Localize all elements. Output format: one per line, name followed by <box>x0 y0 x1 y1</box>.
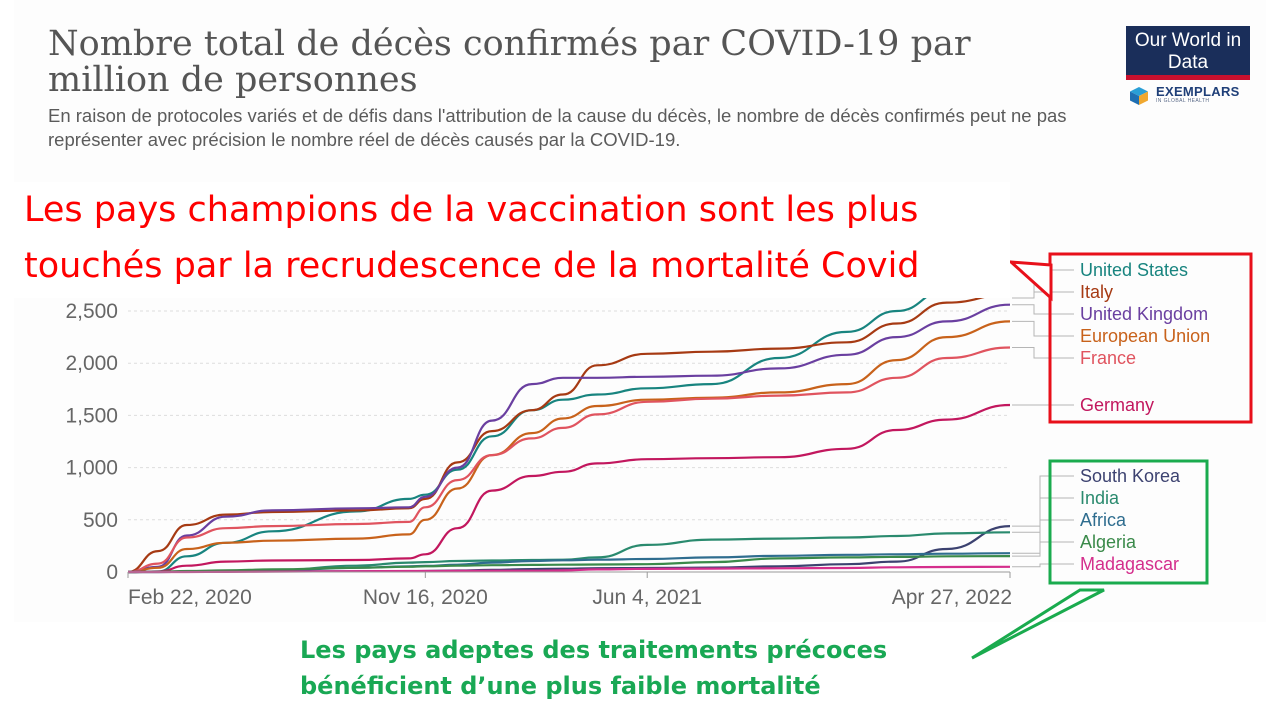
legend-label-united-kingdom: United Kingdom <box>1080 304 1208 324</box>
legend-connector <box>1012 475 1074 527</box>
x-tick-label: Jun 4, 2021 <box>592 586 702 609</box>
series-layer <box>127 296 1011 574</box>
exemplars-logo[interactable]: EXEMPLARS IN GLOBAL HEALTH <box>1128 84 1258 106</box>
owid-logo[interactable]: Our World in Data <box>1126 26 1250 80</box>
legend-label-italy: Italy <box>1080 282 1113 302</box>
vaccination-callout-line-2: touchés par la recrudescence de la morta… <box>24 246 920 286</box>
y-tick-label: 1,500 <box>65 404 118 427</box>
legend-label-france: France <box>1080 348 1136 368</box>
legend-label-madagascar: Madagascar <box>1080 554 1179 574</box>
series-line-european-union <box>127 320 1011 574</box>
vaccination-callout: Les pays champions de la vaccination son… <box>10 182 1010 298</box>
exemplars-tagline: IN GLOBAL HEALTH <box>1156 98 1210 104</box>
legend-label-germany: Germany <box>1080 395 1154 415</box>
legend-connector <box>1012 541 1074 557</box>
red-legend-box <box>1048 252 1253 424</box>
y-tick-label: 0 <box>106 561 118 584</box>
red-callout-arrow <box>1006 260 1053 302</box>
y-tick-label: 2,500 <box>65 300 118 323</box>
series-line-germany <box>127 403 1011 574</box>
series-line-india <box>127 531 1011 574</box>
legend-connector <box>1012 347 1074 359</box>
legend-label-india: India <box>1080 488 1120 508</box>
x-tick-label: Feb 22, 2020 <box>128 586 252 609</box>
early-treatment-callout-line-1: Les pays adeptes des traitements précoce… <box>300 636 888 664</box>
legend-label-united-states: United States <box>1080 260 1188 280</box>
exemplars-name: EXEMPLARS <box>1156 84 1240 99</box>
series-line-algeria <box>127 555 1011 574</box>
y-tick-label: 2,000 <box>65 352 118 375</box>
early-treatment-callout: Les pays adeptes des traitements précoce… <box>300 632 980 704</box>
early-treatment-callout-line-2: bénéficient d’une plus faible mortalité <box>300 672 821 700</box>
y-tick-label: 1,000 <box>65 457 118 480</box>
series-line-united-kingdom <box>127 303 1011 574</box>
legend-connector <box>1012 291 1074 299</box>
exemplars-cube-icon <box>1130 87 1148 105</box>
legend-connector <box>1012 563 1074 568</box>
connector-layer <box>1012 269 1074 568</box>
chart-title: Nombre total de décès confirmés par COVI… <box>48 24 971 100</box>
chart-subtitle: En raison de protocoles variés et de déf… <box>48 105 1067 150</box>
axis-layer: 0 500 1,000 1,500 2,000 2,500 Feb 22, 2020 Nov … <box>65 300 1012 609</box>
legend-connector <box>1012 519 1074 554</box>
callout-layer <box>971 252 1253 660</box>
legend-label-africa: Africa <box>1080 510 1127 530</box>
x-tick-label: Apr 27, 2022 <box>892 586 1012 609</box>
legend-connector <box>1012 497 1074 533</box>
legend-connector <box>1012 304 1074 315</box>
vaccination-callout-line-1: Les pays champions de la vaccination son… <box>24 190 919 230</box>
legend-label-european-union: European Union <box>1080 326 1210 346</box>
green-callout-arrow <box>971 588 1105 660</box>
series-line-france <box>127 346 1011 574</box>
green-legend-box <box>1048 459 1209 585</box>
series-line-italy <box>127 296 998 574</box>
x-tick-label: Nov 16, 2020 <box>363 586 488 609</box>
legend-connector <box>1012 320 1074 337</box>
y-tick-label: 500 <box>83 509 118 532</box>
legend-label-algeria: Algeria <box>1080 532 1137 552</box>
legend-label-south-korea: South Korea <box>1080 466 1181 486</box>
